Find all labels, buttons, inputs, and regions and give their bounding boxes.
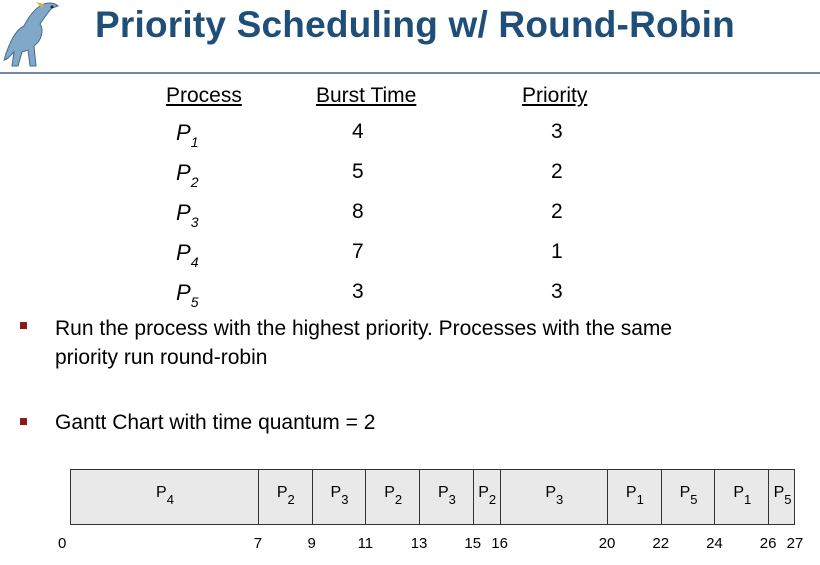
burst-time-cell: 4	[352, 120, 364, 143]
priority-cell: 3	[551, 280, 563, 303]
header-burst-time: Burst Time	[316, 84, 417, 107]
process-name-cell: P4	[176, 240, 199, 271]
process-name-cell: P1	[176, 120, 199, 151]
gantt-segment: P1	[715, 470, 770, 524]
process-subscript: 2	[190, 174, 199, 191]
gantt-segment: P3	[501, 470, 609, 524]
gantt-segment-label: P3	[545, 484, 564, 508]
page-title: Priority Scheduling w/ Round-Robin	[95, 4, 735, 45]
gantt-segment: P4	[71, 470, 259, 524]
process-subscript: 4	[190, 254, 199, 271]
priority-cell: 2	[551, 200, 563, 223]
title-divider	[0, 72, 820, 74]
gantt-tick-label: 20	[598, 535, 616, 552]
header-priority: Priority	[522, 84, 588, 107]
bullet-text-2: Gantt Chart with time quantum = 2	[55, 411, 376, 434]
priority-cell: 2	[551, 160, 563, 183]
header-process: Process	[166, 84, 242, 107]
bullet-text-1-line-2: priority run round-robin	[55, 346, 268, 369]
gantt-tick-label: 16	[491, 535, 508, 552]
gantt-segment-label: P1	[625, 484, 644, 508]
gantt-tick-label: 7	[253, 535, 263, 552]
bullet-marker	[20, 418, 27, 425]
dinosaur-logo-icon	[3, 2, 59, 67]
gantt-tick-label: 24	[706, 535, 723, 552]
gantt-segment: P2	[259, 470, 313, 524]
gantt-segment: P2	[474, 470, 501, 524]
gantt-tick-label: 11	[357, 535, 374, 552]
gantt-segment: P3	[420, 470, 474, 524]
bullet-text-1-line-1: Run the process with the highest priorit…	[55, 317, 673, 340]
burst-time-cell: 8	[352, 200, 364, 223]
priority-cell: 1	[551, 240, 563, 263]
gantt-segment: P5	[769, 470, 796, 524]
gantt-segment-label: P1	[733, 484, 752, 508]
process-subscript: 5	[190, 294, 199, 311]
process-subscript: 1	[190, 134, 199, 151]
gantt-tick-label: 0	[58, 535, 67, 552]
gantt-tick-label: 26	[759, 535, 777, 552]
burst-time-cell: 3	[352, 280, 364, 303]
burst-time-cell: 7	[352, 240, 364, 263]
gantt-tick-label: 22	[652, 535, 670, 552]
priority-cell: 3	[551, 120, 563, 143]
gantt-segment-label: P2	[384, 484, 403, 508]
gantt-segment-label: P5	[679, 484, 698, 508]
gantt-segment: P1	[608, 470, 662, 524]
gantt-segment: P2	[366, 470, 421, 524]
burst-time-cell: 5	[352, 160, 364, 183]
gantt-tick-label: 27	[786, 535, 804, 552]
gantt-segment: P3	[313, 470, 367, 524]
gantt-segment-label: P5	[773, 484, 792, 508]
gantt-tick-label: 13	[410, 535, 428, 552]
gantt-segment-label: P2	[478, 484, 497, 508]
process-name-cell: P5	[176, 280, 199, 311]
process-subscript: 3	[190, 214, 199, 231]
gantt-segment-label: P3	[437, 484, 456, 508]
process-name-cell: P2	[176, 160, 199, 191]
gantt-tick-label: 9	[307, 535, 316, 552]
gantt-segment-label: P3	[330, 484, 349, 508]
bullet-marker	[20, 322, 27, 329]
gantt-tick-label: 15	[464, 535, 482, 552]
process-name-cell: P3	[176, 200, 199, 231]
gantt-segment-label: P4	[156, 484, 174, 508]
gantt-segment-label: P2	[276, 484, 295, 508]
gantt-segment: P5	[662, 470, 716, 524]
gantt-chart: P4 P2 P3 P2 P3 P2 P3 P1 P5 P1 P5	[70, 469, 795, 525]
